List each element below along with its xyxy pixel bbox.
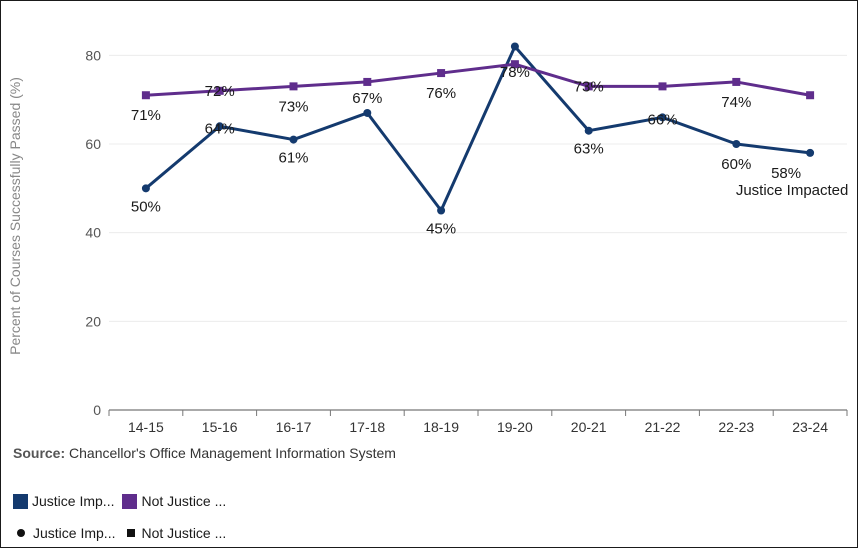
data-point (584, 126, 593, 135)
data-label: 74% (721, 94, 751, 111)
data-label: 50% (131, 198, 161, 215)
x-tick-label: 20-21 (571, 419, 607, 435)
data-label: 76% (426, 85, 456, 102)
series-points (141, 42, 815, 215)
y-axis-label: Percent of Courses Successfully Passed (… (7, 77, 23, 355)
x-tick-label: 23-24 (792, 419, 828, 435)
y-tick-label: 20 (85, 313, 101, 329)
legend-label: Justice Imp... (32, 493, 115, 509)
data-label: 78% (500, 64, 530, 81)
series-line-not-justice-impacted (145, 62, 811, 97)
y-tick-label: 80 (85, 47, 101, 63)
data-point (289, 82, 298, 91)
grid-lines (109, 54, 847, 322)
square-marker-icon (127, 529, 136, 537)
data-labels: 50% 64% 61% 67% 45% 63% 66% 60% 58%Justice Impac… (131, 64, 848, 237)
data-label: 73% (278, 98, 308, 115)
legend-label: Not Justice ... (141, 493, 227, 509)
data-point (215, 86, 224, 95)
legend-item-square[interactable]: Not Justice ... (123, 525, 226, 541)
data-point (141, 184, 150, 193)
y-tick-label: 0 (93, 402, 101, 418)
legend-item-not-justice-impacted[interactable]: Not Justice ... (122, 493, 226, 509)
legend-label: Not Justice ... (141, 525, 227, 541)
x-tick-label: 17-18 (349, 419, 385, 435)
legend-label: Justice Imp... (33, 525, 116, 541)
x-tick-label: 21-22 (645, 419, 681, 435)
source-prefix: Source: (13, 445, 66, 461)
data-point (437, 206, 446, 215)
data-label: 66% (647, 111, 677, 128)
y-tick-label: 60 (85, 136, 101, 152)
legend-item-justice-impacted[interactable]: Justice Imp... (13, 493, 114, 509)
legend-shape-row: Justice Imp... Not Justice ... (13, 525, 234, 541)
data-point (289, 135, 298, 144)
data-point (363, 77, 372, 86)
data-point (806, 91, 815, 100)
legend-item-circle[interactable]: Justice Imp... (13, 525, 115, 541)
data-label: 63% (574, 141, 604, 158)
data-point (732, 140, 741, 148)
data-point (215, 122, 224, 131)
y-tick-label: 40 (85, 225, 101, 241)
swatch-justice-impacted (13, 493, 28, 509)
x-tick-label: 15-16 (202, 419, 238, 435)
x-tick-label: 14-15 (128, 419, 164, 435)
source-text: Chancellor's Office Management Informati… (69, 445, 396, 461)
legend-color-row: Justice Imp... Not Justice ... (13, 493, 234, 509)
series-lines (144, 44, 811, 212)
x-tick-label: 19-20 (497, 419, 533, 435)
data-label: 45% (426, 221, 456, 238)
data-point (437, 69, 446, 78)
data-label: 61% (278, 150, 308, 167)
data-point (658, 113, 667, 122)
circle-marker-icon (17, 529, 25, 537)
line-chart: 0 20 40 60 80 14-15 15-16 16-17 17-18 18-19 19-20… (7, 42, 848, 435)
data-point (141, 91, 150, 100)
swatch-not-justice-impacted (122, 493, 138, 509)
y-axis-ticks: 0 20 40 60 80 (85, 47, 101, 418)
data-point (806, 148, 815, 157)
source-note: Source: Chancellor's Office Management I… (13, 445, 396, 461)
data-label: 60% (721, 156, 751, 173)
data-point (732, 77, 741, 86)
data-label: 64% (205, 120, 235, 137)
data-label: 71% (131, 107, 161, 124)
data-label: 67% (352, 90, 382, 107)
data-point (584, 82, 593, 91)
data-point (658, 82, 667, 91)
data-label: 73% (574, 78, 604, 95)
x-tick-label: 22-23 (718, 419, 754, 435)
data-label: 72% (205, 83, 235, 100)
series-line-justice-impacted (144, 44, 811, 212)
data-point (363, 108, 372, 117)
series-end-label: Justice Impacted (736, 182, 849, 199)
x-tick-label: 18-19 (423, 419, 459, 435)
data-point (510, 42, 519, 51)
x-axis: 14-15 15-16 16-17 17-18 18-19 19-20 20-21 21-22… (108, 409, 848, 435)
data-point (510, 60, 519, 69)
x-tick-label: 16-17 (276, 419, 312, 435)
data-label: 58% (771, 165, 801, 182)
